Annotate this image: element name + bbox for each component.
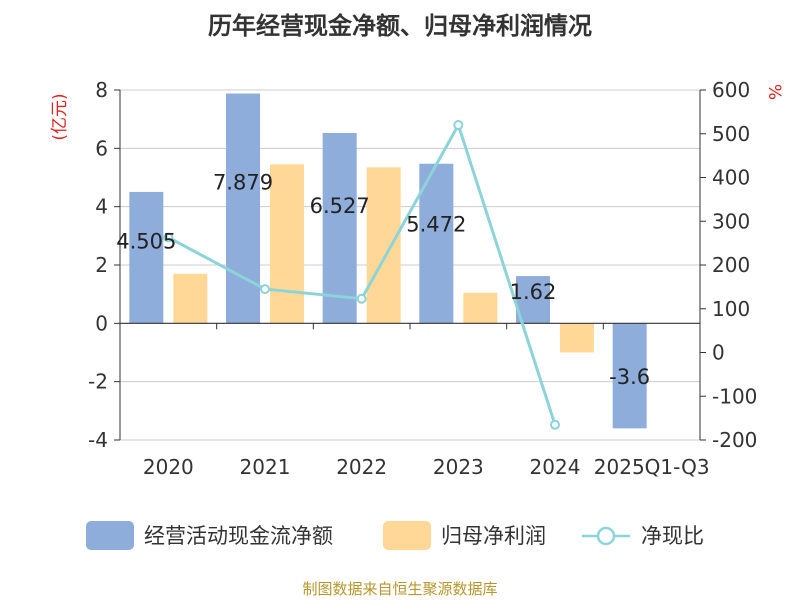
legend-swatch-profit (383, 521, 431, 550)
legend-label-ratio: 净现比 (641, 524, 704, 548)
bar-cashflow (226, 93, 260, 324)
left-axis-tick-label: 4 (95, 195, 108, 219)
bar-cashflow (129, 191, 164, 324)
bar-cashflow (419, 163, 454, 324)
bar-profit (173, 273, 208, 324)
ratio-line-group (163, 120, 560, 430)
chart-title: 历年经营现金净额、归母净利润情况 (208, 12, 592, 40)
x-axis-category-label: 2025Q1-Q3 (594, 455, 710, 479)
x-axis-category-label: 2021 (240, 455, 291, 479)
left-axis-tick-label: 8 (95, 78, 108, 102)
bar-data-label: 5.472 (406, 213, 466, 237)
left-axis-tick-label: 0 (95, 311, 108, 335)
legend-swatch-cashflow (86, 521, 134, 550)
right-axis-tick-label: 200 (712, 253, 750, 277)
ratio-point (163, 232, 174, 243)
right-axis-tick-label: 300 (712, 209, 750, 233)
bar-profit (463, 292, 498, 324)
right-axis-tick-label: 600 (712, 78, 750, 102)
left-axis-tick-label: -2 (88, 370, 108, 394)
bar-cashflow (612, 323, 647, 429)
ratio-point (260, 284, 270, 295)
legend-label-cashflow: 经营活动现金流净额 (144, 524, 333, 548)
bars-group (129, 93, 647, 429)
left-axis-tick-label: -4 (88, 428, 108, 452)
bar-data-label: 4.505 (116, 229, 176, 253)
bar-data-label: -3.6 (609, 365, 650, 389)
bar-profit (270, 164, 304, 324)
bar-data-label: 7.879 (213, 170, 273, 194)
data-source-note: 制图数据来自恒生聚源数据库 (302, 580, 497, 598)
legend-marker-ratio (596, 526, 616, 546)
grid-lines (120, 89, 700, 441)
right-axis-tick-label: 0 (712, 341, 725, 365)
right-axis-tick-label: 400 (712, 166, 750, 190)
x-axis-category-label: 2023 (433, 455, 484, 479)
left-axis-unit: (亿元) (50, 93, 70, 140)
x-axis-category-label: 2022 (336, 455, 387, 479)
bar-cashflow (322, 132, 357, 324)
x-axis-category-label: 2020 (143, 455, 194, 479)
ratio-point (356, 293, 367, 304)
legend-label-profit: 归母净利润 (441, 524, 546, 548)
data-labels-group: 4.505 7.879 6.527 5.472 1.62 -3.6 (116, 170, 650, 388)
x-axis-category-label: 2024 (530, 455, 581, 479)
legend: 经营活动现金流净额 归母净利润 净现比 (86, 521, 704, 550)
bar-profit (366, 167, 401, 324)
axes-group: -4 -2 0 2 4 6 8 -200 -100 0 100 200 300 400 500 600 2020… (88, 78, 757, 479)
right-axis-unit: % (764, 84, 784, 100)
bar-profit (560, 323, 594, 353)
bar-cashflow (516, 276, 550, 324)
left-axis-tick-label: 6 (95, 136, 108, 160)
left-axis-tick-label: 2 (95, 253, 108, 277)
bar-data-label: 6.527 (310, 194, 370, 218)
right-axis-tick-label: -200 (712, 428, 757, 452)
ratio-point (453, 120, 464, 130)
right-axis-tick-label: 100 (712, 297, 750, 321)
bar-data-label: 1.62 (510, 280, 557, 304)
ratio-point (550, 419, 560, 430)
right-axis-tick-label: 500 (712, 122, 750, 146)
right-axis-tick-label: -100 (712, 384, 757, 408)
